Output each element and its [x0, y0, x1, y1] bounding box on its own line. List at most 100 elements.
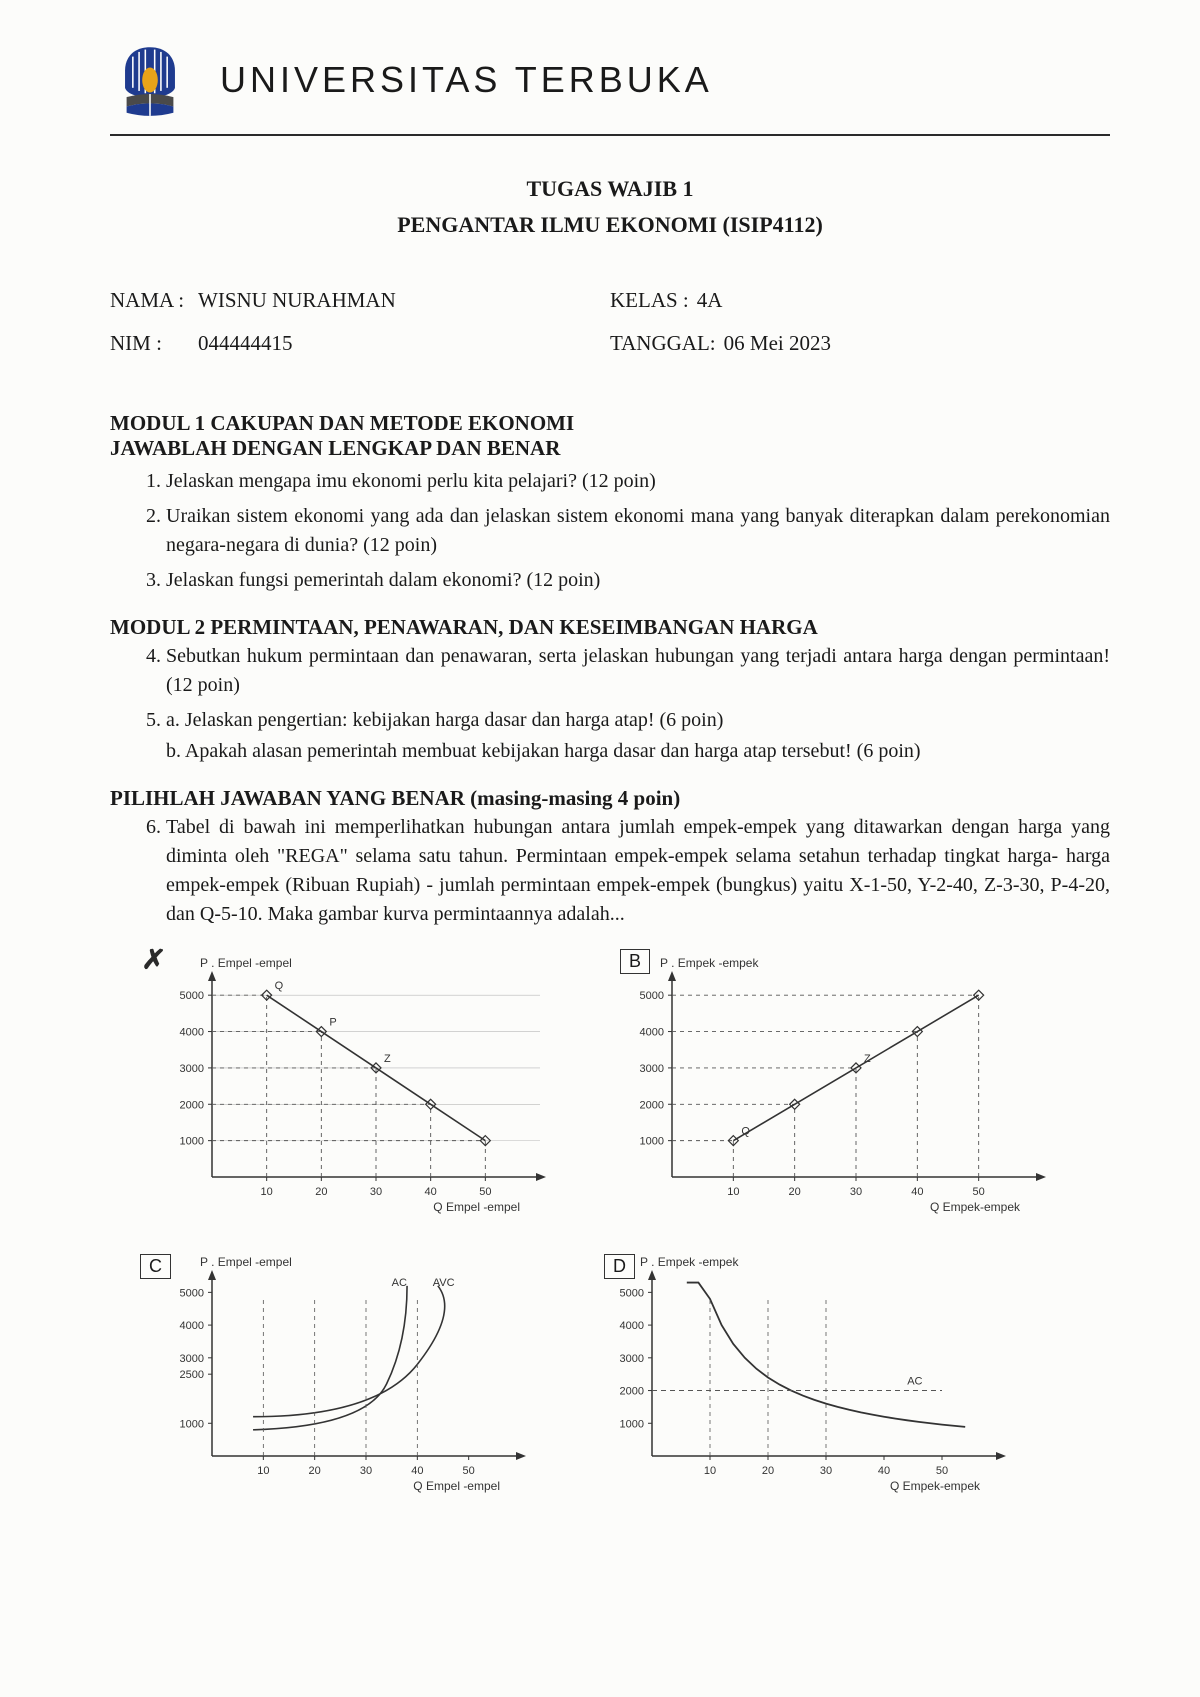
svg-text:20: 20 [315, 1186, 327, 1198]
svg-text:Q: Q [741, 1126, 750, 1138]
svg-text:10: 10 [704, 1465, 716, 1477]
chart-B: B P . Empek -empek 1000 2000 3000 4000 5000 10… [600, 949, 1060, 1224]
svg-text:AC: AC [907, 1376, 922, 1388]
chart-A: ✗ P . Empel -empel1000200030004000500010… [140, 949, 560, 1224]
svg-text:40: 40 [878, 1465, 890, 1477]
mc-questions: Tabel di bawah ini memperlihatkan hubung… [110, 813, 1110, 929]
svg-text:30: 30 [850, 1186, 862, 1198]
svg-text:3000: 3000 [620, 1353, 644, 1365]
svg-text:3000: 3000 [640, 1063, 664, 1075]
page: UNIVERSITAS TERBUKA TUGAS WAJIB 1 PENGAN… [0, 0, 1200, 1697]
question-1: Jelaskan mengapa imu ekonomi perlu kita … [166, 467, 1110, 496]
svg-text:1000: 1000 [640, 1136, 664, 1148]
svg-text:Z: Z [864, 1053, 871, 1065]
question-5: a. Jelaskan pengertian: kebijakan harga … [166, 706, 1110, 766]
svg-text:3000: 3000 [180, 1063, 204, 1075]
svg-text:10: 10 [727, 1186, 739, 1198]
chart-D-svg: P . Empek -empek100020003000400050001020… [580, 1248, 1020, 1498]
svg-text:20: 20 [762, 1465, 774, 1477]
modul1-questions: Jelaskan mengapa imu ekonomi perlu kita … [110, 467, 1110, 595]
svg-text:40: 40 [425, 1186, 437, 1198]
question-2: Uraikan sistem ekonomi yang ada dan jela… [166, 502, 1110, 560]
svg-text:Q Empel -empel: Q Empel -empel [413, 1479, 500, 1493]
header: UNIVERSITAS TERBUKA [110, 40, 1110, 136]
modul1-instruction: JAWABLAH DENGAN LENGKAP DAN BENAR [110, 436, 1110, 461]
doc-title-2: PENGANTAR ILMU EKONOMI (ISIP4112) [110, 212, 1110, 238]
kelas-label: KELAS : [610, 288, 689, 313]
nim-value: 044444415 [198, 331, 293, 356]
kelas-row: KELAS : 4A [610, 288, 1110, 313]
nim-row: NIM : 044444415 [110, 331, 610, 356]
svg-text:20: 20 [789, 1186, 801, 1198]
svg-text:AC: AC [392, 1277, 407, 1289]
question-6: Tabel di bawah ini memperlihatkan hubung… [166, 813, 1110, 929]
svg-text:30: 30 [820, 1465, 832, 1477]
svg-text:2000: 2000 [180, 1099, 204, 1111]
svg-text:5000: 5000 [620, 1287, 644, 1299]
svg-text:10: 10 [257, 1465, 269, 1477]
svg-text:1000: 1000 [180, 1136, 204, 1148]
svg-text:1000: 1000 [180, 1418, 204, 1430]
svg-text:2500: 2500 [180, 1369, 204, 1381]
svg-text:P: P [329, 1017, 336, 1029]
svg-text:20: 20 [309, 1465, 321, 1477]
svg-text:1000: 1000 [620, 1418, 644, 1430]
svg-text:Q Empek-empek: Q Empek-empek [930, 1200, 1021, 1214]
option-badge-B: B [620, 949, 650, 974]
doc-title-1: TUGAS WAJIB 1 [110, 176, 1110, 202]
university-name: UNIVERSITAS TERBUKA [220, 59, 713, 101]
option-badge-D: D [604, 1254, 635, 1279]
chart-C-svg: P . Empel -empel 1000 2500 3000 4000 5000 10 20… [140, 1248, 540, 1498]
svg-text:Q: Q [275, 980, 284, 992]
chart-D: D P . Empek -empek1000200030004000500010… [580, 1248, 1020, 1503]
svg-text:4000: 4000 [180, 1320, 204, 1332]
svg-text:5000: 5000 [180, 1287, 204, 1299]
modul2-questions: Sebutkan hukum permintaan dan penawaran,… [110, 642, 1110, 766]
kelas-value: 4A [697, 288, 723, 313]
svg-text:Q Empel -empel: Q Empel -empel [433, 1200, 520, 1214]
tanggal-value: 06 Mei 2023 [724, 331, 831, 356]
svg-text:50: 50 [463, 1465, 475, 1477]
svg-text:30: 30 [360, 1465, 372, 1477]
svg-text:P . Empel -empel: P . Empel -empel [200, 1255, 292, 1269]
svg-text:3000: 3000 [180, 1353, 204, 1365]
question-4: Sebutkan hukum permintaan dan penawaran,… [166, 642, 1110, 700]
svg-text:10: 10 [261, 1186, 273, 1198]
cross-mark-icon: ✗ [141, 942, 167, 978]
chart-B-svg: P . Empek -empek 1000 2000 3000 4000 5000 10 20… [600, 949, 1060, 1219]
chart-C: C P . Empel -empel 1000 2500 3000 4000 5000 10… [140, 1248, 540, 1503]
option-badge-C: C [140, 1254, 171, 1279]
question-3: Jelaskan fungsi pemerintah dalam ekonomi… [166, 566, 1110, 595]
svg-text:4000: 4000 [640, 1027, 664, 1039]
nim-label: NIM : [110, 331, 190, 356]
question-5a: a. Jelaskan pengertian: kebijakan harga … [166, 706, 1110, 735]
svg-text:40: 40 [411, 1465, 423, 1477]
svg-text:5000: 5000 [640, 990, 664, 1002]
tanggal-label: TANGGAL: [610, 331, 716, 356]
svg-text:P . Empek -empek: P . Empek -empek [640, 1255, 739, 1269]
svg-text:Q Empek-empek: Q Empek-empek [890, 1479, 981, 1493]
svg-text:Z: Z [384, 1053, 391, 1065]
nama-value: WISNU NURAHMAN [198, 288, 396, 313]
nama-row: NAMA : WISNU NURAHMAN [110, 288, 610, 313]
svg-text:50: 50 [973, 1186, 985, 1198]
charts-row-2: C P . Empel -empel 1000 2500 3000 4000 5000 10… [140, 1248, 1110, 1503]
tanggal-row: TANGGAL: 06 Mei 2023 [610, 331, 1110, 356]
svg-text:50: 50 [479, 1186, 491, 1198]
svg-text:50: 50 [936, 1465, 948, 1477]
document-title-block: TUGAS WAJIB 1 PENGANTAR ILMU EKONOMI (IS… [110, 176, 1110, 238]
svg-text:P . Empel -empel: P . Empel -empel [200, 956, 292, 970]
svg-text:AVC: AVC [433, 1277, 455, 1289]
chart-A-svg: P . Empel -empel 1000 2000 3000 4000 5000 10 20… [140, 949, 560, 1219]
svg-text:4000: 4000 [180, 1027, 204, 1039]
svg-text:30: 30 [370, 1186, 382, 1198]
mc-heading: PILIHLAH JAWABAN YANG BENAR (masing-masi… [110, 786, 1110, 811]
modul2-title: MODUL 2 PERMINTAAN, PENAWARAN, DAN KESEI… [110, 615, 1110, 640]
student-info: NAMA : WISNU NURAHMAN KELAS : 4A NIM : 0… [110, 288, 1110, 356]
svg-text:P . Empek -empek: P . Empek -empek [660, 956, 759, 970]
svg-text:2000: 2000 [640, 1099, 664, 1111]
nama-label: NAMA : [110, 288, 190, 313]
university-logo [110, 40, 190, 120]
svg-text:2000: 2000 [620, 1386, 644, 1398]
svg-text:5000: 5000 [180, 990, 204, 1002]
